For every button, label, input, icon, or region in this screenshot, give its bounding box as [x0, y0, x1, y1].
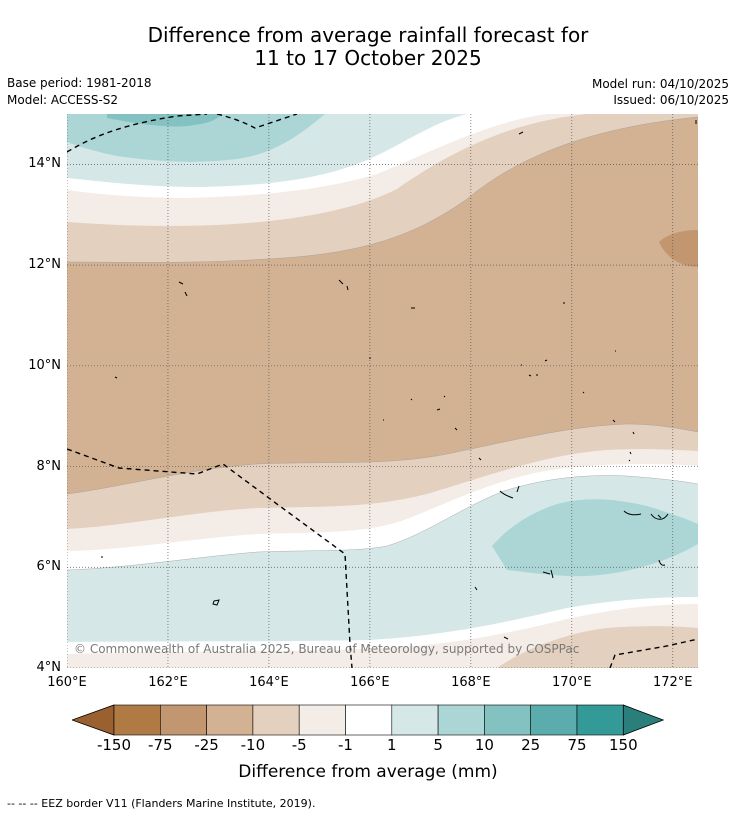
island-l	[383, 419, 482, 461]
base-period: Base period: 1981-2018	[7, 76, 152, 90]
colorbar-tick-label: 25	[521, 736, 541, 754]
lon-tick-label: 172°E	[652, 675, 693, 690]
island-b	[338, 279, 349, 291]
map-title-line1: Difference from average rainfall forecas…	[147, 23, 589, 47]
lat-tick-label: 12°N	[28, 257, 61, 273]
colorbar-tick-label: 5	[433, 736, 443, 754]
eez-borders	[67, 114, 698, 668]
lon-tick-label: 166°E	[350, 675, 390, 690]
eez-border-southeast	[609, 638, 698, 668]
colorbar-segment-neg10_5	[252, 704, 300, 736]
zone-p10-25-north	[107, 114, 222, 127]
zone-p5-10-south	[492, 499, 698, 577]
island-m	[612, 419, 635, 462]
colorbar-segment-neg1_1	[345, 704, 393, 736]
colorbar-tick-label: 1	[387, 736, 397, 754]
colorbar-tick-label: -25	[194, 736, 219, 754]
colorbar-tick-label: 75	[567, 736, 587, 754]
map-title-line2: 11 to 17 October 2025	[254, 46, 482, 70]
graticule	[67, 114, 698, 668]
zone-neg75-25-patch	[659, 230, 698, 267]
map-panel[interactable]: © Commonwealth of Australia 2025, Bureau…	[67, 114, 698, 668]
colorbar-segment-p25_75	[530, 704, 578, 736]
zone-neg10-5-southeast	[497, 626, 698, 668]
colorbar-tick-label: 150	[608, 736, 638, 754]
colorbar-tick-label: -1	[338, 736, 353, 754]
island-o	[658, 559, 666, 566]
colorbar	[72, 704, 664, 736]
model-name: Model: ACCESS-S2	[7, 93, 119, 107]
colorbar-segment-p10_25	[484, 704, 531, 736]
eez-legend: -- -- -- EEZ border V11 (Flanders Marine…	[7, 797, 316, 810]
colorbar-tick-label: -10	[240, 736, 266, 754]
lon-tick-label: 168°E	[451, 675, 491, 690]
island-n	[499, 485, 520, 499]
colorbar-segment-neg25_10	[206, 704, 254, 736]
island-e	[114, 376, 118, 379]
island-i	[582, 391, 585, 394]
island-kwajalein	[623, 510, 669, 520]
island-p	[542, 569, 554, 579]
colorbar-segment-neg75_25	[160, 704, 207, 736]
colorbar-title: Difference from average (mm)	[238, 762, 498, 782]
island-r	[503, 636, 509, 640]
colorbar-tick-label: 10	[474, 736, 494, 754]
colorbar-tick-label: -75	[148, 736, 173, 754]
rainfall-anomaly-map	[67, 114, 698, 668]
islands	[101, 120, 697, 640]
island-q	[474, 586, 478, 591]
lon-tick-label: 160°E	[47, 675, 87, 690]
lat-tick-label: 4°N	[36, 660, 62, 675]
lat-tick-label: 10°N	[28, 357, 61, 373]
colorbar-tick-label: -150	[96, 736, 132, 754]
issued-date: Issued: 06/10/2025	[613, 93, 729, 107]
island-s	[212, 599, 220, 606]
lat-tick-label: 8°N	[36, 458, 62, 474]
eez-border-central	[67, 448, 353, 668]
island-a	[178, 281, 188, 297]
eez-border-north	[67, 114, 298, 153]
colorbar-segment-neg5_1	[298, 704, 346, 736]
lat-tick-label: 14°N	[28, 156, 61, 172]
colorbar-extend-high	[622, 704, 664, 736]
colorbar-segment-p75_150	[576, 704, 624, 736]
island-h	[544, 359, 548, 362]
colorbar-extend-low	[72, 704, 115, 736]
colorbar-segment-p5_10	[437, 704, 485, 736]
copyright-notice: © Commonwealth of Australia 2025, Bureau…	[74, 642, 580, 656]
lon-tick-label: 170°E	[552, 675, 592, 690]
colorbar-segment-p1_5	[391, 704, 439, 736]
island-k	[410, 395, 446, 411]
lat-tick-label: 6°N	[36, 559, 62, 575]
island-wake	[518, 131, 524, 135]
model-run: Model run: 04/10/2025	[591, 77, 729, 91]
lon-tick-label: 162°E	[148, 675, 188, 690]
colorbar-segment-neg150_75	[113, 704, 161, 736]
lon-tick-label: 164°E	[249, 675, 289, 690]
colorbar-tick-label: -5	[291, 736, 307, 754]
island-g	[521, 364, 538, 377]
